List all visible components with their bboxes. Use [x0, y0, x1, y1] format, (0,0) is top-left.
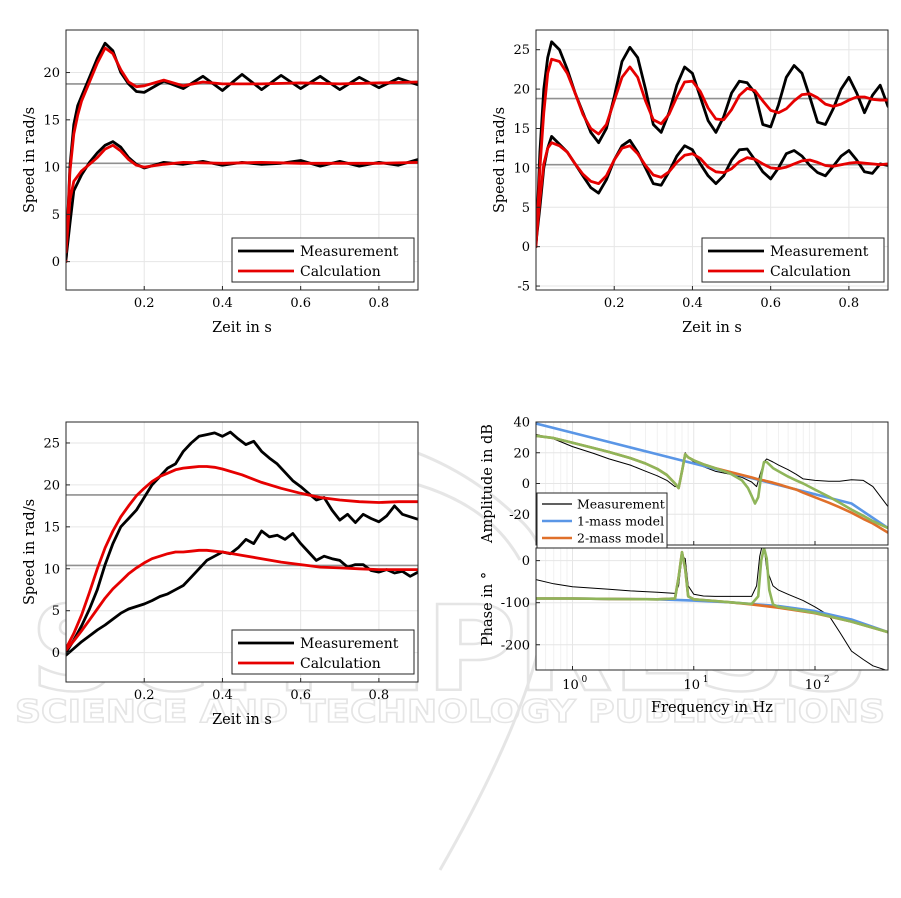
legend-label: Measurement: [770, 244, 869, 260]
x-axis-label: Zeit in s: [212, 320, 272, 336]
ticks: -5 0 5 10 15 20 25 0.2 0.4 0.6 0.8: [513, 43, 859, 311]
series-line-calculation: [66, 143, 418, 254]
y-tick-label: 0: [52, 646, 60, 661]
series-line-calculation: [536, 57, 888, 249]
plot-bl: 0 5 10 15 20 25 0.2 0.4 0.6 0.8 Zeit in s Speed in …: [22, 421, 419, 728]
plot-tr: -5 0 5 10 15 20 25 0.2 0.4 0.6 0.8 Zeit in s Speed i…: [492, 29, 889, 336]
y-tick-label: 15: [513, 122, 530, 137]
y-tick-label: 10: [43, 562, 60, 577]
y-tick-label: 20: [513, 446, 530, 461]
legend-label: Calculation: [300, 656, 381, 672]
legend-box: [701, 237, 885, 283]
y-tick-label: 0: [52, 255, 60, 270]
series-group: [66, 430, 418, 657]
x-tick-label: 0.4: [682, 296, 703, 311]
y-axis-label: Speed in rad/s: [492, 107, 508, 213]
x-tick-label: 0.2: [604, 296, 625, 311]
legend-label: Measurement: [300, 636, 399, 652]
x-tick-label: 0.8: [839, 296, 860, 311]
y-tick-label: 10: [513, 161, 530, 176]
series-group: [536, 548, 888, 670]
series-line-3-mass-model: [536, 434, 888, 530]
ticks: 0 5 10 15 20 25 0.2 0.4 0.6 0.8: [43, 436, 389, 703]
x-tick-label: 0.2: [134, 296, 155, 311]
x-tick-label: 0.8: [369, 688, 390, 703]
watermark-small-text: SCIENCE AND TECHNOLOGY PUBLICATIONS: [15, 694, 885, 730]
legend-label: Measurement: [300, 244, 399, 260]
series-line-measurement: [66, 430, 418, 654]
x-tick-label: 0.2: [134, 688, 155, 703]
x-tick-label-base: 10: [683, 678, 700, 693]
series-line-3-mass-model: [536, 548, 888, 634]
legend: Measurement Calculation: [701, 237, 885, 283]
legend-label: Calculation: [300, 264, 381, 280]
y-tick-label: -20: [509, 508, 530, 523]
x-axis-label: Zeit in s: [682, 320, 742, 336]
grid: [536, 548, 888, 670]
y-tick-label: 25: [43, 436, 60, 451]
legend-box: [231, 629, 415, 675]
x-axis-label: Zeit in s: [212, 712, 272, 728]
series-line-calculation: [66, 465, 418, 650]
y-tick-label: 20: [513, 83, 530, 98]
legend-box: [231, 237, 415, 283]
y-tick-label: 20: [43, 66, 60, 81]
y-tick-label: 15: [43, 520, 60, 535]
y-tick-label: 25: [513, 43, 530, 58]
y-tick-label: -200: [501, 638, 530, 653]
y-tick-label: 0: [522, 240, 530, 255]
legend: Measurement Calculation: [231, 237, 415, 283]
axes-frame: [535, 29, 889, 291]
y-axis-label: Speed in rad/s: [22, 107, 38, 213]
series-group: [66, 41, 418, 263]
y-tick-label: 0: [522, 554, 530, 569]
y-tick-label: -5: [517, 280, 530, 295]
y-axis-label: Speed in rad/s: [22, 499, 38, 605]
series-group: [536, 422, 888, 534]
axes-frame: [65, 29, 419, 291]
series-line-calculation: [66, 548, 418, 652]
x-tick-label-exponent: 0: [581, 675, 587, 685]
x-tick-label-base: 10: [562, 678, 579, 693]
y-tick-label: 5: [52, 208, 60, 223]
legend-label: Calculation: [770, 264, 851, 280]
series-line-measurement: [66, 529, 418, 657]
y-tick-label: 15: [43, 113, 60, 128]
axes-frame: [535, 547, 889, 671]
y-tick-label: 40: [513, 416, 530, 431]
series-group: [536, 40, 888, 249]
x-tick-label: 0.4: [212, 296, 233, 311]
x-tick-label: 0.6: [290, 688, 311, 703]
y-axis-label: Amplitude in dB: [480, 424, 496, 544]
x-tick-label: 0.4: [212, 688, 233, 703]
axes-frame: [65, 421, 419, 683]
x-axis-label: Frequency in Hz: [651, 700, 773, 716]
y-tick-label: 10: [43, 161, 60, 176]
y-tick-label: 5: [52, 604, 60, 619]
series-line-calculation: [66, 46, 418, 263]
legend-label: 1-mass model: [577, 514, 664, 529]
x-tick-label: 0.6: [760, 296, 781, 311]
legend-label: 2-mass model: [577, 531, 664, 546]
ticks: 0 5 10 15 20 0.2 0.4 0.6 0.8: [43, 66, 389, 311]
y-tick-label: 5: [522, 201, 530, 216]
x-tick-label: 0.8: [369, 296, 390, 311]
y-tick-label: 20: [43, 478, 60, 493]
legend: Measurement Calculation: [231, 629, 415, 675]
legend-label: Measurement: [577, 497, 665, 512]
x-tick-label-exponent: 1: [703, 675, 709, 685]
x-tick-label-base: 10: [805, 678, 822, 693]
plot-area: [536, 548, 888, 670]
y-tick-label: 0: [522, 477, 530, 492]
y-axis-label: Phase in °: [480, 572, 496, 646]
x-tick-label: 0.6: [290, 296, 311, 311]
series-line-calculation: [536, 141, 888, 245]
plot-tl: 0 5 10 15 20 0.2 0.4 0.6 0.8 Zeit in s Speed in ra…: [22, 29, 419, 336]
y-tick-label: -100: [501, 596, 530, 611]
x-tick-label-exponent: 2: [824, 675, 830, 685]
